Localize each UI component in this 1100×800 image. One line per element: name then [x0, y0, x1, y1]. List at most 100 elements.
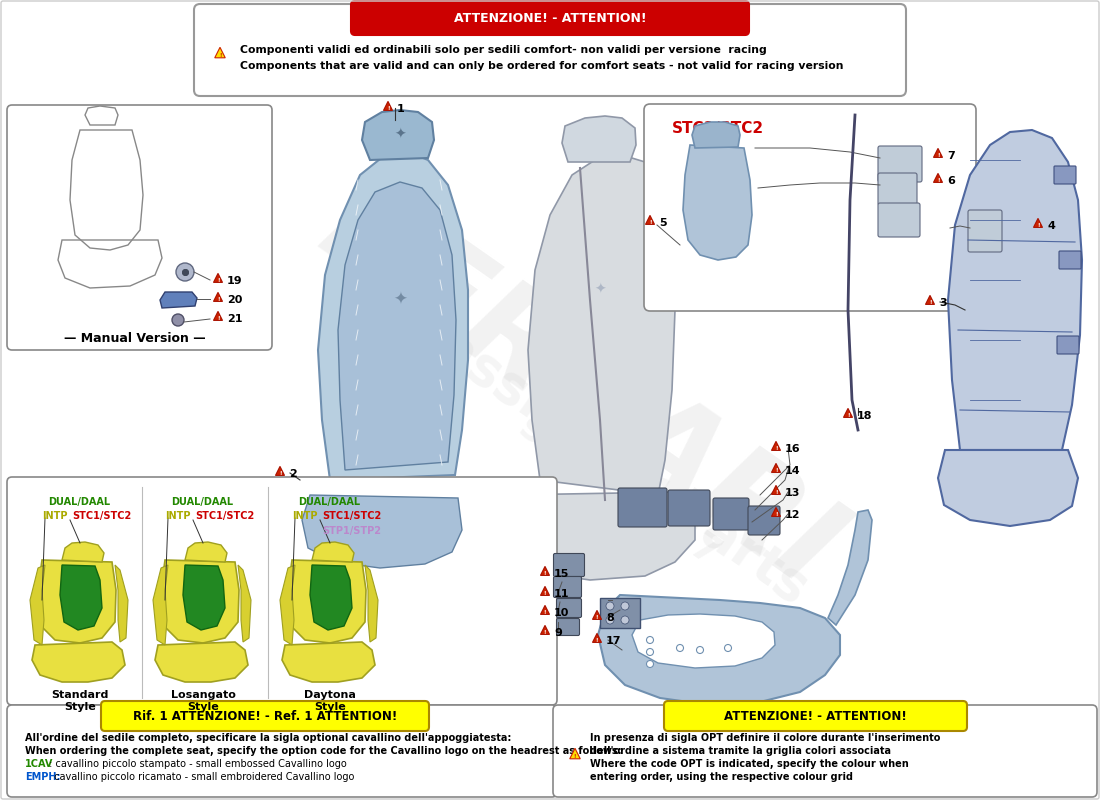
Ellipse shape	[676, 645, 683, 651]
Text: 17: 17	[606, 636, 621, 646]
Polygon shape	[925, 295, 935, 304]
Polygon shape	[540, 626, 550, 634]
Text: 5: 5	[659, 218, 667, 228]
Polygon shape	[500, 492, 695, 580]
Polygon shape	[116, 565, 128, 642]
FancyBboxPatch shape	[194, 4, 906, 96]
Text: !: !	[543, 571, 547, 576]
Polygon shape	[771, 463, 781, 472]
FancyBboxPatch shape	[553, 577, 582, 598]
Text: 16: 16	[785, 444, 801, 454]
FancyBboxPatch shape	[1059, 251, 1081, 269]
Polygon shape	[540, 566, 550, 575]
Text: !: !	[543, 610, 547, 615]
Text: DUAL/DAAL: DUAL/DAAL	[48, 497, 110, 507]
Polygon shape	[771, 507, 781, 517]
FancyBboxPatch shape	[7, 477, 557, 705]
Polygon shape	[280, 565, 295, 645]
Text: Where the code OPT is indicated, specify the colour when: Where the code OPT is indicated, specify…	[590, 759, 909, 769]
FancyBboxPatch shape	[968, 210, 1002, 252]
Polygon shape	[30, 565, 45, 645]
Polygon shape	[934, 174, 943, 182]
Ellipse shape	[606, 616, 614, 624]
Polygon shape	[155, 642, 248, 682]
Text: Components that are valid and can only be ordered for comfort seats - not valid : Components that are valid and can only b…	[240, 61, 844, 71]
Text: !: !	[774, 446, 778, 451]
Text: STC1/STC2: STC1/STC2	[195, 511, 254, 521]
Polygon shape	[771, 442, 781, 450]
Ellipse shape	[172, 314, 184, 326]
Polygon shape	[593, 634, 602, 642]
Text: 8: 8	[606, 613, 614, 623]
Text: ✦: ✦	[594, 283, 606, 297]
Polygon shape	[213, 274, 222, 282]
Polygon shape	[302, 495, 462, 568]
Text: 15: 15	[554, 569, 570, 579]
Polygon shape	[338, 182, 456, 470]
Text: !: !	[928, 300, 932, 305]
FancyBboxPatch shape	[748, 506, 780, 535]
Polygon shape	[282, 642, 375, 682]
Text: !: !	[219, 53, 221, 58]
Polygon shape	[39, 560, 116, 643]
Text: Daytona
Style: Daytona Style	[304, 690, 356, 712]
Text: When ordering the complete seat, specify the option code for the Cavallino logo : When ordering the complete seat, specify…	[25, 746, 621, 756]
Text: 3: 3	[939, 298, 947, 308]
Text: 12: 12	[785, 510, 801, 520]
Text: !: !	[574, 754, 576, 759]
FancyBboxPatch shape	[713, 498, 749, 530]
Polygon shape	[948, 130, 1082, 450]
Text: !: !	[217, 316, 219, 321]
Ellipse shape	[696, 646, 704, 654]
FancyBboxPatch shape	[644, 104, 976, 311]
Ellipse shape	[176, 263, 194, 281]
Text: since 1947: since 1947	[513, 407, 727, 573]
Polygon shape	[828, 510, 872, 625]
Ellipse shape	[725, 645, 732, 651]
Text: All'ordine del sedile completo, specificare la sigla optional cavallino dell'app: All'ordine del sedile completo, specific…	[25, 733, 512, 743]
Text: 11: 11	[554, 589, 570, 599]
FancyBboxPatch shape	[878, 173, 917, 205]
Text: INTP: INTP	[292, 511, 318, 521]
Text: entering order, using the respective colour grid: entering order, using the respective col…	[590, 772, 852, 782]
Polygon shape	[32, 642, 125, 682]
Text: !: !	[217, 297, 219, 302]
Polygon shape	[160, 292, 197, 308]
Polygon shape	[312, 542, 354, 562]
Text: 9: 9	[554, 628, 562, 638]
Ellipse shape	[647, 637, 653, 643]
Polygon shape	[362, 110, 435, 160]
Text: Rif. 1 ATTENZIONE! - Ref. 1 ATTENTION!: Rif. 1 ATTENZIONE! - Ref. 1 ATTENTION!	[133, 710, 397, 722]
Text: STC1/STC2: STC1/STC2	[72, 511, 131, 521]
Ellipse shape	[606, 602, 614, 610]
Text: !: !	[543, 591, 547, 596]
Polygon shape	[288, 560, 366, 643]
FancyBboxPatch shape	[664, 701, 967, 731]
Text: DUAL/DAAL: DUAL/DAAL	[298, 497, 360, 507]
Text: Classic Car Parts: Classic Car Parts	[382, 286, 818, 614]
Text: Componenti validi ed ordinabili solo per sedili comfort- non validi per versione: Componenti validi ed ordinabili solo per…	[240, 45, 767, 55]
Text: 21: 21	[227, 314, 242, 324]
Text: 10: 10	[554, 608, 570, 618]
Text: !: !	[774, 512, 778, 517]
Polygon shape	[938, 450, 1078, 526]
Ellipse shape	[647, 649, 653, 655]
Polygon shape	[62, 542, 104, 562]
Polygon shape	[593, 610, 602, 619]
Text: !: !	[937, 153, 939, 158]
FancyBboxPatch shape	[1057, 336, 1079, 354]
Text: EMPH:: EMPH:	[25, 772, 60, 782]
Polygon shape	[161, 560, 239, 643]
Text: 1: 1	[397, 104, 405, 114]
FancyBboxPatch shape	[553, 554, 584, 577]
Text: ATTENZIONE! - ATTENTION!: ATTENZIONE! - ATTENTION!	[724, 710, 906, 722]
Text: STC1/STC2: STC1/STC2	[672, 121, 764, 135]
Polygon shape	[213, 311, 222, 320]
Text: !: !	[543, 630, 547, 635]
Polygon shape	[318, 152, 468, 480]
Text: !: !	[217, 278, 219, 283]
FancyBboxPatch shape	[878, 203, 920, 237]
FancyBboxPatch shape	[351, 1, 749, 35]
Text: 7: 7	[947, 151, 955, 161]
Text: ATTENZIONE! - ATTENTION!: ATTENZIONE! - ATTENTION!	[453, 13, 647, 26]
